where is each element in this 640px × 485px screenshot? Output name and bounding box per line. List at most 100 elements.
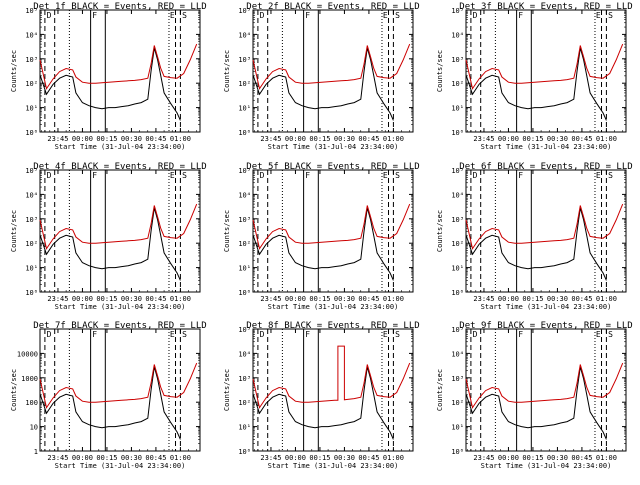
x-axis-title: Start Time (31-Jul-04 23:34:00) [268,303,399,311]
y-tick-label: 10³ [451,216,464,224]
plot-title: Det 8f BLACK = Events, RED = LLD [246,321,419,331]
y-tick-label: 10³ [25,56,38,64]
y-tick-label: 10⁴ [238,31,251,39]
y-tick-label: 10³ [238,56,251,64]
y-tick-label: 10⁰ [451,289,464,297]
plot-frame [465,328,627,452]
event-marker-label: S [608,11,613,20]
y-tick-label: 10⁵ [451,326,464,334]
y-tick-label: 1000 [21,375,38,383]
events-series-line [39,47,181,121]
events-series-line [39,366,181,440]
event-marker-label: S [608,171,613,180]
y-tick-label: 10² [238,80,251,88]
event-marker-label: F [305,171,310,180]
event-marker-label: S [182,330,187,339]
x-tick-label: 00:00 [498,135,519,143]
y-tick-label: 10³ [25,216,38,224]
y-axis-title: Counts/sec [436,210,444,252]
lld-series-line [252,43,411,90]
x-tick-label: 23:45 [47,135,68,143]
x-tick-label: 00:30 [121,135,142,143]
plot-title: Det 7f BLACK = Events, RED = LLD [33,321,206,331]
x-tick-label: 00:15 [522,454,543,462]
x-tick-label: 01:00 [170,135,191,143]
event-marker-label: S [395,11,400,20]
x-tick-label: 23:45 [473,135,494,143]
y-tick-label: 10⁵ [451,7,464,15]
y-axis-title: Counts/sec [223,210,231,252]
lld-series-line [39,203,198,250]
y-tick-label: 10⁵ [25,167,38,175]
event-marker-label: D [47,330,52,339]
x-tick-label: 00:00 [285,454,306,462]
plot-panel: Det 8f BLACK = Events, RED = LLD 10⁰ 10¹ 10… [223,321,420,470]
x-tick-label: 00:45 [145,454,166,462]
y-tick-label: 10¹ [238,265,251,273]
plot-panel: Det 7f BLACK = Events, RED = LLD 1 10 100 10… [10,321,207,470]
lld-series-line [252,203,411,250]
y-tick-label: 10⁴ [451,350,464,358]
x-tick-label: 01:00 [170,295,191,303]
x-tick-label: 00:45 [571,295,592,303]
y-tick-label: 10² [451,399,464,407]
x-tick-label: 00:15 [96,295,117,303]
event-marker-label: D [473,11,478,20]
event-marker-label: S [608,330,613,339]
plot-title: Det 3f BLACK = Events, RED = LLD [459,2,632,12]
y-axis-title: Counts/sec [10,50,18,92]
y-tick-label: 10⁴ [238,350,251,358]
x-axis-title: Start Time (31-Jul-04 23:34:00) [55,462,186,470]
x-tick-label: 01:00 [383,295,404,303]
x-tick-label: 01:00 [596,295,617,303]
event-marker-label: D [47,11,52,20]
x-tick-label: 23:45 [47,295,68,303]
y-tick-label: 10⁴ [451,191,464,199]
plot-frame [465,169,627,293]
x-tick-label: 00:00 [72,135,93,143]
x-tick-label: 00:30 [547,454,568,462]
y-tick-label: 10⁴ [451,31,464,39]
y-tick-label: 10⁰ [25,129,38,137]
x-tick-label: 00:00 [72,454,93,462]
x-axis-title: Start Time (31-Jul-04 23:34:00) [481,143,612,151]
lld-series-line [465,43,624,90]
lld-series-line [39,362,198,409]
y-tick-label: 10⁰ [451,448,464,456]
event-marker-label: E [596,11,601,20]
y-tick-label: 10⁴ [238,191,251,199]
x-tick-label: 01:00 [383,135,404,143]
y-tick-label: 10⁰ [238,289,251,297]
plot-frame [252,9,414,133]
x-tick-label: 23:45 [473,454,494,462]
x-tick-label: 00:30 [547,295,568,303]
event-marker-label: F [92,330,97,339]
y-axis-title: Counts/sec [10,210,18,252]
event-marker-label: F [92,11,97,20]
y-axis-title: Counts/sec [10,369,18,411]
x-tick-label: 00:00 [285,135,306,143]
y-tick-label: 10⁰ [238,448,251,456]
x-tick-label: 23:45 [260,135,281,143]
y-tick-label: 10⁵ [238,326,251,334]
y-tick-label: 10³ [238,216,251,224]
event-marker-label: D [260,330,265,339]
plot-frame [39,328,201,452]
plot-title: Det 5f BLACK = Events, RED = LLD [246,162,419,172]
y-axis-title: Counts/sec [436,369,444,411]
event-marker-label: E [170,11,175,20]
events-series-line [252,207,394,281]
plot-frame [252,169,414,293]
x-tick-label: 00:15 [522,295,543,303]
event-marker-label: E [170,171,175,180]
y-tick-label: 10² [238,399,251,407]
y-tick-label: 10⁰ [238,129,251,137]
event-marker-label: F [305,330,310,339]
x-tick-label: 00:45 [358,295,379,303]
x-tick-label: 00:15 [96,454,117,462]
y-tick-label: 10¹ [238,105,251,113]
x-tick-label: 00:15 [309,135,330,143]
events-series-line [252,366,394,440]
event-marker-label: F [92,171,97,180]
plot-panel: Det 3f BLACK = Events, RED = LLD 10⁰ 10¹ 10… [436,2,633,151]
